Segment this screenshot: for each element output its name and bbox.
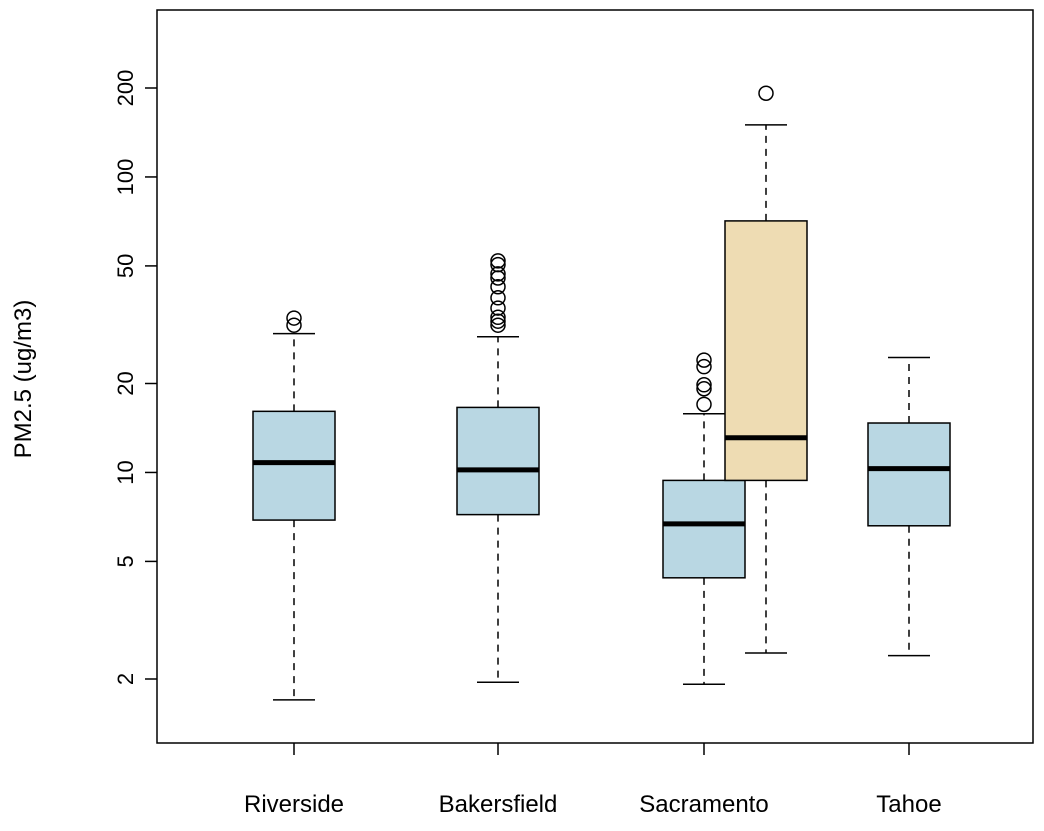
y-tick-label: 2 [113,673,138,685]
outlier-point [490,309,506,326]
outlier-point [490,317,506,333]
x-tick-label: Tahoe [876,791,941,818]
box-sacramento [724,85,808,654]
x-tick-label: Sacramento [639,791,768,818]
x-axis: Riverside Bakersfield Sacramento Tahoe [244,743,942,818]
y-tick-label: 5 [113,555,138,567]
outlier-point [286,310,302,326]
y-axis: 2 5 10 20 50 100 200 [113,70,157,685]
outlier-point [490,253,506,269]
x-tick-label: Riverside [244,791,344,818]
outlier-point [286,317,302,333]
outlier-point [696,396,712,413]
y-tick-label: 50 [113,254,138,278]
outlier-point [490,300,506,316]
y-tick-label: 20 [113,371,138,395]
boxes-layer [252,85,951,701]
y-axis-label: PM2.5 (ug/m3) [10,300,37,459]
outlier-point [490,266,506,282]
outlier-point [696,380,712,397]
box-tahoe [867,356,951,657]
outlier-point [490,313,506,329]
outlier-point [696,358,712,375]
outlier-point [490,279,506,295]
box-sacramento [662,352,746,685]
box-body [662,479,746,579]
box-riverside [252,310,336,701]
outlier-point [696,352,712,368]
box-body [724,220,808,482]
outlier-point [758,85,774,101]
box-bakersfield [456,253,540,683]
box-body [867,422,951,527]
y-tick-label: 100 [113,159,138,196]
outlier-point [696,377,712,393]
outlier-point [490,290,506,306]
box-body [456,406,540,516]
y-tick-label: 10 [113,460,138,484]
outlier-point [490,256,506,273]
y-tick-label: 200 [113,70,138,107]
x-tick-label: Bakersfield [439,791,558,818]
box-body [252,410,336,521]
plot-area-frame [156,9,1034,744]
